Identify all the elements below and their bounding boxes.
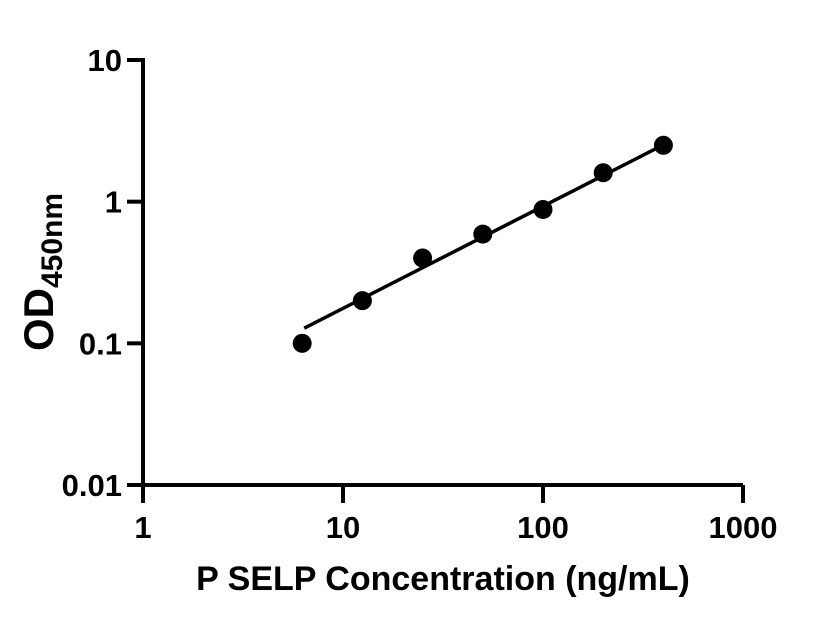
y-tick-label: 1 <box>105 185 122 220</box>
plot-series <box>292 135 673 353</box>
data-point <box>533 200 553 220</box>
x-tick-label: 1 <box>134 510 151 545</box>
x-tick-label: 100 <box>517 510 569 545</box>
plot-axes: 0.01 0.1 1 10 1 10 100 1000 <box>62 43 778 545</box>
x-axis-title: P SELP Concentration (ng/mL) <box>196 560 690 598</box>
y-tick-label: 10 <box>88 43 122 78</box>
x-tick-label: 10 <box>326 510 360 545</box>
data-point <box>653 135 673 155</box>
y-tick-label: 0.1 <box>79 326 122 361</box>
y-axis-title: OD450nm <box>15 193 69 351</box>
data-point <box>292 333 312 353</box>
data-point <box>473 224 493 244</box>
y-axis-title-main: OD <box>15 288 62 351</box>
y-axis-title-subscript: 450nm <box>36 193 69 288</box>
y-tick-label: 0.01 <box>62 468 122 503</box>
x-tick-label: 1000 <box>709 510 778 545</box>
data-point <box>352 291 372 311</box>
data-point <box>593 163 613 183</box>
data-point <box>413 248 433 268</box>
